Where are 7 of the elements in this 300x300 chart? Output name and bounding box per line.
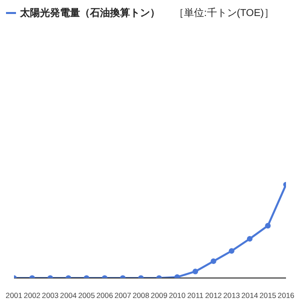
point: [192, 268, 198, 274]
point: [246, 236, 253, 242]
legend-label: 太陽光発電量（石油換算トン）: [18, 6, 160, 20]
point: [265, 222, 271, 229]
text: ［単位:千トン(TOE)］: [174, 6, 274, 20]
point: [210, 258, 216, 264]
point: [228, 248, 234, 254]
